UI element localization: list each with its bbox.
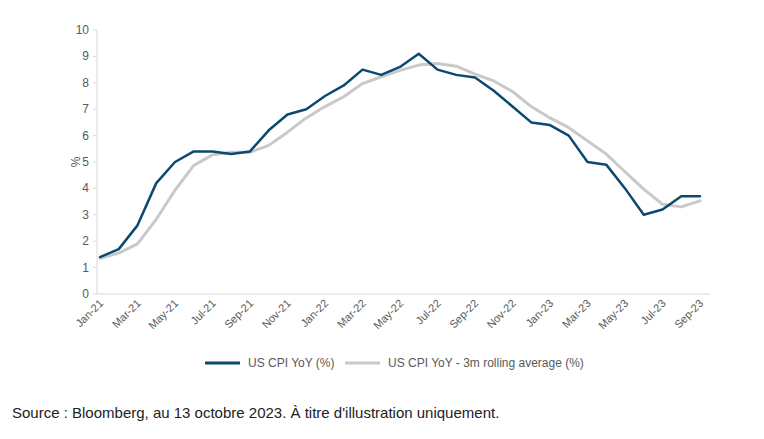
y-tick (93, 214, 97, 215)
x-tick-label: Jan-23 (523, 297, 555, 329)
y-axis-label: % (69, 156, 83, 167)
source-note: Source : Bloomberg, au 13 octobre 2023. … (12, 404, 499, 421)
y-tick-label: 8 (82, 76, 89, 90)
y-tick-label: 0 (82, 287, 89, 301)
y-tick-label: 4 (82, 181, 89, 195)
x-tick-label: Sep-23 (672, 297, 706, 331)
y-tick-label: 5 (82, 155, 89, 169)
series-line (100, 64, 700, 259)
y-tick-label: 3 (82, 208, 89, 222)
x-tick-label: Jul-22 (413, 297, 443, 327)
y-tick-label: 7 (82, 102, 89, 116)
y-tick (93, 294, 97, 295)
y-tick (93, 135, 97, 136)
x-tick-label: Jan-22 (298, 297, 330, 329)
y-tick (93, 30, 97, 31)
series-group (100, 54, 700, 259)
y-tick-label: 6 (82, 129, 89, 143)
legend-swatch (345, 362, 380, 365)
x-tick-label: Jul-21 (188, 297, 218, 327)
x-tick-label: Sep-22 (447, 297, 481, 331)
x-tick-label: May-21 (146, 297, 180, 331)
x-tick-label: Jul-23 (638, 297, 668, 327)
legend-swatch (205, 362, 240, 365)
x-tick-label: Sep-21 (222, 297, 256, 331)
y-tick (93, 188, 97, 189)
legend-label: US CPI YoY (%) (248, 356, 334, 370)
y-tick (93, 162, 97, 163)
y-tick (93, 241, 97, 242)
series-line (100, 54, 700, 257)
x-tick-label: Mar-22 (335, 297, 368, 330)
x-tick-label: May-22 (371, 297, 405, 331)
y-tick (93, 109, 97, 110)
y-tick (93, 82, 97, 83)
x-tick-label: Mar-23 (560, 297, 593, 330)
y-tick-label: 10 (76, 23, 90, 37)
y-tick (93, 267, 97, 268)
x-tick-label: Jan-21 (73, 297, 105, 329)
x-axis-line (97, 294, 710, 295)
y-tick (93, 56, 97, 57)
y-tick-label: 2 (82, 234, 89, 248)
legend-label: US CPI YoY - 3m rolling average (%) (388, 356, 584, 370)
x-tick-label: May-23 (596, 297, 630, 331)
x-tick-label: Nov-21 (259, 297, 293, 331)
y-tick-label: 1 (82, 261, 89, 275)
x-tick-label: Mar-21 (110, 297, 143, 330)
y-tick-label: 9 (82, 49, 89, 63)
x-tick-label: Nov-22 (484, 297, 518, 331)
chart: 012345678910%Jan-21Mar-21May-21Jul-21Sep… (0, 0, 764, 439)
